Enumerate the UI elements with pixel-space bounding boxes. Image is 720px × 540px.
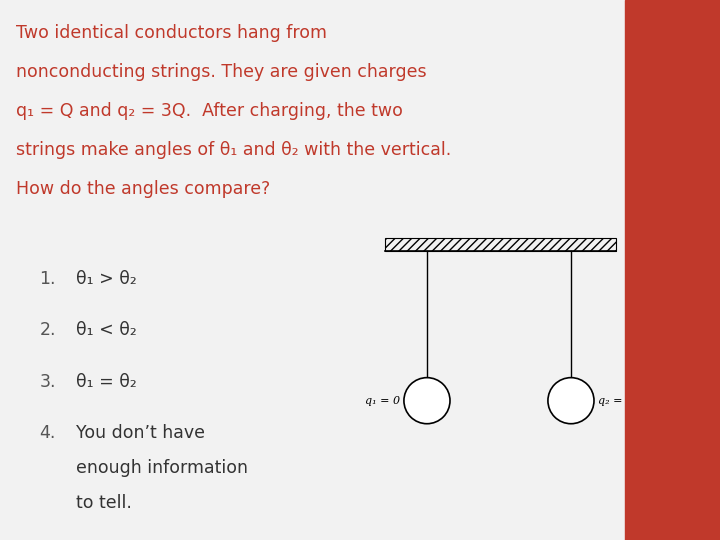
Text: θ₁ > θ₂: θ₁ > θ₂ <box>76 270 136 288</box>
Text: 4.: 4. <box>40 424 56 442</box>
Text: q₁ = 0: q₁ = 0 <box>365 396 400 406</box>
Text: q₂ = 0: q₂ = 0 <box>598 396 633 406</box>
Text: 3.: 3. <box>40 373 56 390</box>
Text: How do the angles compare?: How do the angles compare? <box>16 180 270 198</box>
Bar <box>385 238 616 251</box>
Text: to tell.: to tell. <box>76 494 132 512</box>
Text: θ₁ < θ₂: θ₁ < θ₂ <box>76 321 136 339</box>
Ellipse shape <box>404 377 450 424</box>
Text: nonconducting strings. They are given charges: nonconducting strings. They are given ch… <box>16 63 426 81</box>
Text: enough information: enough information <box>76 459 248 477</box>
Ellipse shape <box>548 377 594 424</box>
Bar <box>625 0 720 540</box>
Text: Two identical conductors hang from: Two identical conductors hang from <box>16 24 327 42</box>
Text: 1.: 1. <box>40 270 56 288</box>
Text: strings make angles of θ₁ and θ₂ with the vertical.: strings make angles of θ₁ and θ₂ with th… <box>16 141 451 159</box>
Text: θ₁ = θ₂: θ₁ = θ₂ <box>76 373 136 390</box>
Text: q₁ = Q and q₂ = 3Q.  After charging, the two: q₁ = Q and q₂ = 3Q. After charging, the … <box>16 102 402 120</box>
Text: You don’t have: You don’t have <box>76 424 204 442</box>
Text: 2.: 2. <box>40 321 56 339</box>
